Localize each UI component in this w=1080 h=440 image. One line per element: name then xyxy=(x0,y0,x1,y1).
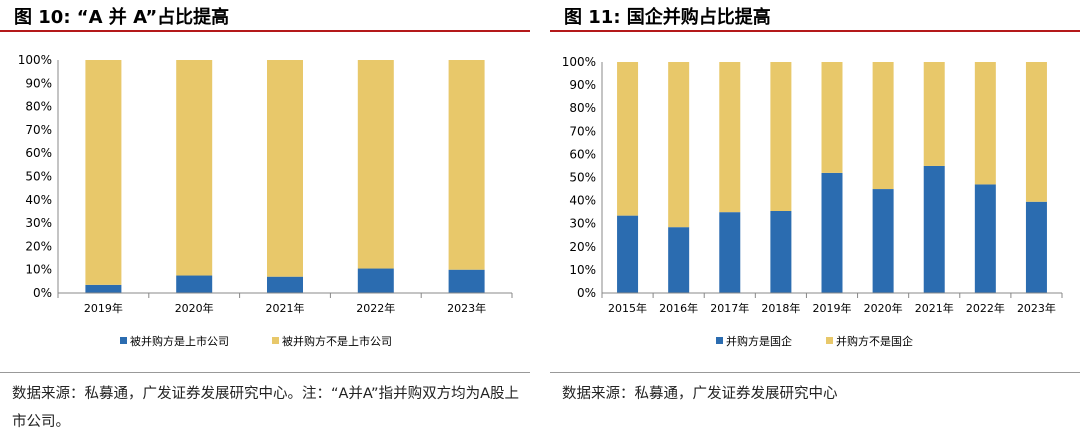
bar-segment-b xyxy=(617,62,639,216)
bar-segment-b xyxy=(872,62,894,190)
bar-segment-b xyxy=(770,62,792,211)
x-tick-label: 2022年 xyxy=(966,301,1005,315)
y-tick-label: 0% xyxy=(33,286,52,300)
x-tick-label: 2018年 xyxy=(761,301,800,315)
figure-11-chart: 0% 10% 20% 30% 40% 50% 60% 70% 80% 90% 100% 2015年 20… xyxy=(550,40,1080,360)
x-tick-label: 2019年 xyxy=(813,301,852,315)
bar-segment-b xyxy=(85,60,122,285)
x-tick-label: 2022年 xyxy=(356,301,395,315)
y-tick-label: 20% xyxy=(569,240,596,254)
y-tick-label: 80% xyxy=(569,101,596,115)
bar-segment-a xyxy=(974,184,996,293)
bar-segment-a xyxy=(668,227,690,293)
bar-segment-a xyxy=(719,212,741,293)
y-tick-label: 50% xyxy=(25,170,52,184)
legend-label: 被并购方不是上市公司 xyxy=(282,334,392,348)
legend-swatch xyxy=(826,337,833,344)
y-tick-label: 30% xyxy=(569,217,596,231)
legend-label: 并购方是国企 xyxy=(726,334,792,348)
y-tick-label: 60% xyxy=(569,147,596,161)
legend-label: 并购方不是国企 xyxy=(836,334,913,348)
x-tick-label: 2017年 xyxy=(710,301,749,315)
figure-11-source: 数据来源：私募通，广发证券发展研究中心 xyxy=(562,386,838,402)
figure-11-source-rule xyxy=(550,372,1080,373)
x-tick-label: 2015年 xyxy=(608,301,647,315)
legend-label: 被并购方是上市公司 xyxy=(130,334,229,348)
y-tick-label: 10% xyxy=(25,263,52,277)
y-tick-label: 30% xyxy=(25,216,52,230)
figure-10-source-rule xyxy=(0,372,530,373)
bar-segment-a xyxy=(923,165,945,293)
y-tick-label: 50% xyxy=(569,171,596,185)
bar-segment-a xyxy=(770,210,792,293)
bar-segment-a xyxy=(267,276,303,293)
bar-segment-b xyxy=(267,60,303,277)
legend-swatch xyxy=(120,337,127,344)
y-tick-label: 10% xyxy=(569,263,596,277)
bar-segment-a xyxy=(85,284,122,293)
x-tick-label: 2020年 xyxy=(864,301,903,315)
y-tick-label: 0% xyxy=(577,286,596,300)
bar-segment-a xyxy=(176,275,213,293)
y-tick-label: 100% xyxy=(18,53,52,67)
y-tick-label: 100% xyxy=(562,55,596,69)
figure-11-panel: 图 11: 国企并购占比提高 0% 10% 20% 30% 40% 50% 60% 70% 80… xyxy=(550,0,1080,440)
figure-10-chart: 0% 10% 20% 30% 40% 50% 60% 70% 80% 90% 100% 2019年 20… xyxy=(0,40,530,360)
y-tick-label: 80% xyxy=(25,100,52,114)
bar-segment-a xyxy=(1025,201,1047,293)
bar-segment-b xyxy=(668,62,690,228)
bar-segment-b xyxy=(923,62,945,166)
bar-segment-a xyxy=(448,269,485,293)
figure-11-title-bar: 图 11: 国企并购占比提高 xyxy=(550,0,1080,32)
y-tick-label: 40% xyxy=(569,194,596,208)
bar-segment-a xyxy=(357,268,394,293)
bar-segment-b xyxy=(357,60,394,269)
legend-swatch xyxy=(272,337,279,344)
figure-10-panel: 图 10: “A 并 A”占比提高 0% 10% 20% 30% 40% 50% 60% 70… xyxy=(0,0,530,440)
figure-10-chart-svg: 0% 10% 20% 30% 40% 50% 60% 70% 80% 90% 100% 2019年 20… xyxy=(18,53,513,348)
figure-11-title: 图 11: 国企并购占比提高 xyxy=(564,7,771,28)
x-tick-label: 2021年 xyxy=(266,301,305,315)
figure-11-chart-svg: 0% 10% 20% 30% 40% 50% 60% 70% 80% 90% 100% 2015年 20… xyxy=(562,55,1063,348)
y-tick-label: 40% xyxy=(25,193,52,207)
figure-10-title-bar: 图 10: “A 并 A”占比提高 xyxy=(0,0,530,32)
y-tick-label: 70% xyxy=(25,123,52,137)
y-tick-label: 90% xyxy=(25,76,52,90)
bar-segment-a xyxy=(617,215,639,293)
x-tick-label: 2016年 xyxy=(659,301,698,315)
bar-segment-a xyxy=(872,189,894,293)
bar-segment-b xyxy=(176,60,213,276)
x-tick-label: 2019年 xyxy=(84,301,123,315)
y-tick-label: 20% xyxy=(25,239,52,253)
bar-segment-a xyxy=(821,172,843,293)
y-tick-label: 90% xyxy=(569,78,596,92)
y-tick-label: 60% xyxy=(25,146,52,160)
x-tick-label: 2023年 xyxy=(1017,301,1056,315)
bar-segment-b xyxy=(448,60,485,270)
bar-segment-b xyxy=(1025,62,1047,202)
y-tick-label: 70% xyxy=(569,124,596,138)
figure-10-source: 数据来源：私募通，广发证券发展研究中心。注：“A并A”指并购双方均为A股上市公司… xyxy=(12,386,519,430)
bar-segment-b xyxy=(821,62,843,173)
figure-10-title: 图 10: “A 并 A”占比提高 xyxy=(14,7,230,28)
bar-segment-b xyxy=(719,62,741,213)
x-tick-label: 2023年 xyxy=(447,301,486,315)
x-tick-label: 2020年 xyxy=(175,301,214,315)
legend-swatch xyxy=(716,337,723,344)
bar-segment-b xyxy=(974,62,996,185)
x-tick-label: 2021年 xyxy=(915,301,954,315)
